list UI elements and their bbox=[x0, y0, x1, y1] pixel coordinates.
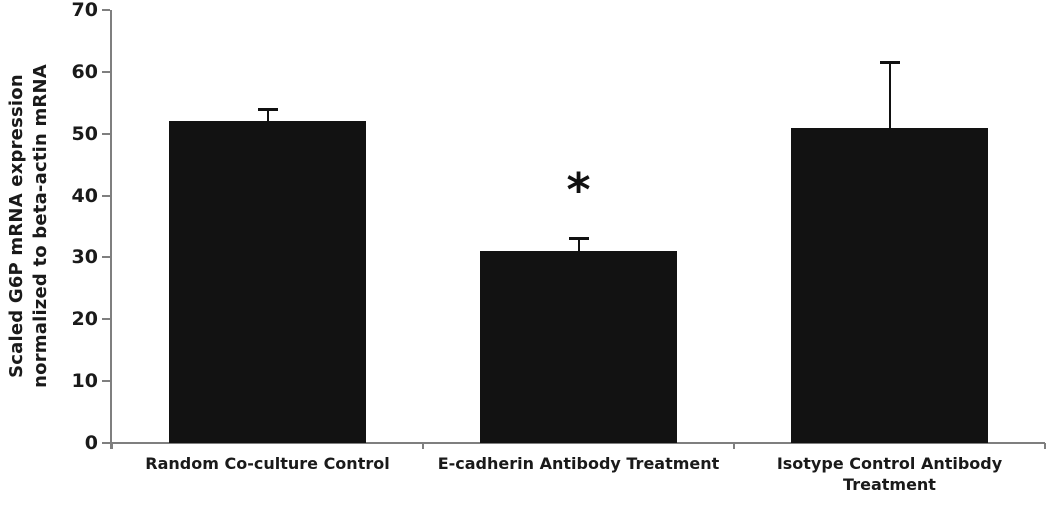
error-bar-whisker bbox=[888, 62, 891, 130]
x-tick bbox=[111, 443, 113, 449]
y-tick-label: 20 bbox=[71, 308, 98, 331]
bar bbox=[791, 127, 988, 443]
y-tick bbox=[102, 442, 110, 444]
y-tick bbox=[102, 132, 110, 135]
y-axis-line bbox=[110, 10, 112, 449]
error-bar-whisker bbox=[577, 238, 580, 254]
error-bar-whisker bbox=[266, 110, 269, 124]
x-tick bbox=[422, 443, 424, 449]
x-tick bbox=[1044, 443, 1046, 449]
error-bar-cap bbox=[257, 108, 278, 112]
error-bar-cap bbox=[879, 60, 900, 64]
y-tick-label: 10 bbox=[71, 370, 98, 393]
y-tick-label: 60 bbox=[71, 60, 98, 83]
y-tick bbox=[102, 256, 110, 259]
y-tick-label: 70 bbox=[71, 0, 98, 21]
y-tick bbox=[102, 380, 110, 383]
y-tick bbox=[102, 9, 110, 11]
y-tick-label: 50 bbox=[71, 122, 98, 145]
y-tick bbox=[102, 70, 110, 73]
y-tick-label: 40 bbox=[71, 184, 98, 207]
error-bar-cap bbox=[568, 236, 589, 240]
y-tick-label: 0 bbox=[84, 432, 98, 454]
y-tick bbox=[102, 318, 110, 321]
y-tick bbox=[102, 194, 110, 197]
x-axis-line bbox=[110, 442, 1045, 444]
x-category-label: Isotype Control Antibody Treatment bbox=[776, 454, 1003, 494]
bar bbox=[480, 251, 677, 443]
y-axis-title-line1: Scaled G6P mRNA expression bbox=[6, 74, 27, 378]
x-category-label: Random Co-culture Control bbox=[145, 454, 390, 473]
x-category-label: E-cadherin Antibody Treatment bbox=[437, 454, 720, 473]
bar bbox=[169, 121, 366, 443]
y-tick-label: 30 bbox=[71, 246, 98, 269]
x-tick bbox=[733, 443, 735, 449]
significance-asterisk: * bbox=[566, 162, 591, 217]
